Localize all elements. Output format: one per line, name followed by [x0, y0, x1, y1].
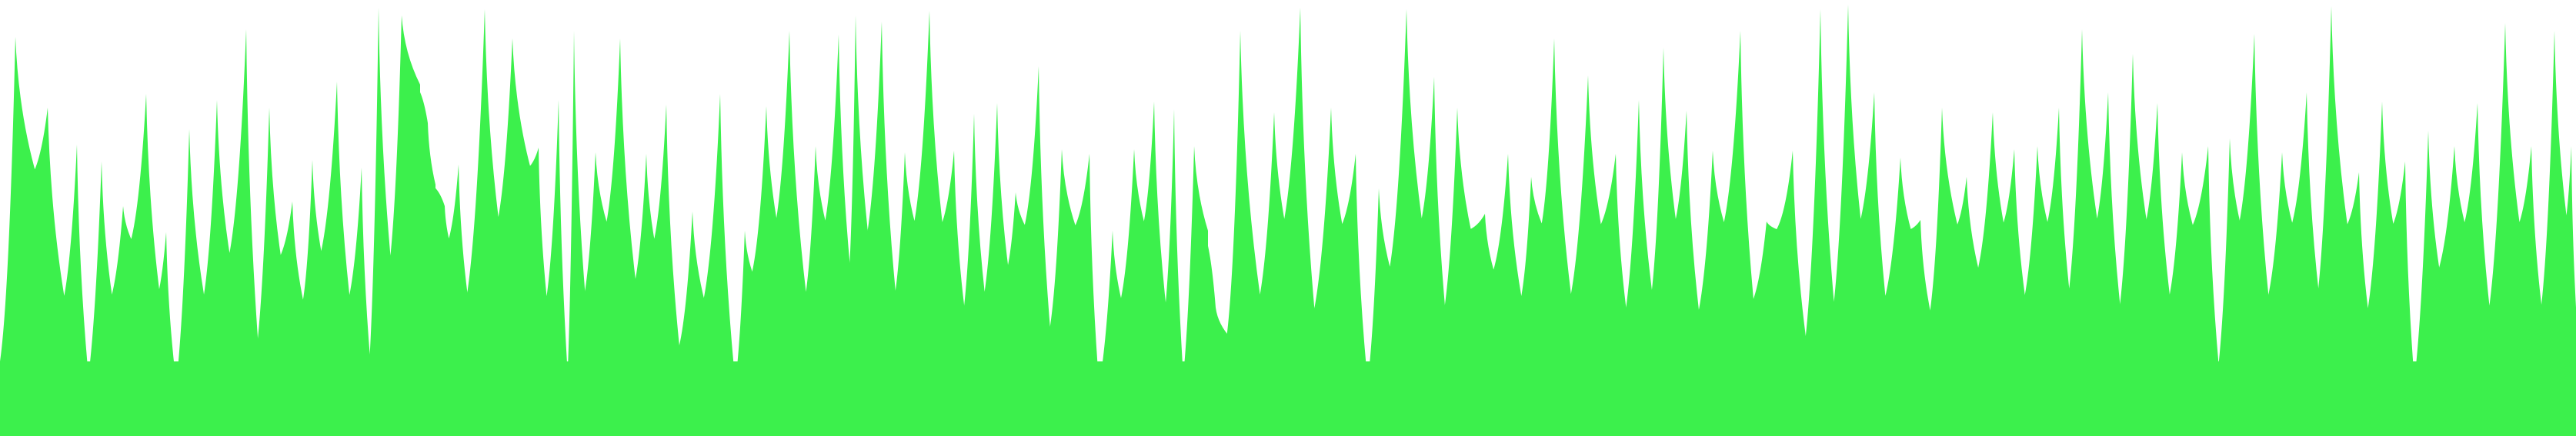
grass-blades [0, 5, 2576, 436]
